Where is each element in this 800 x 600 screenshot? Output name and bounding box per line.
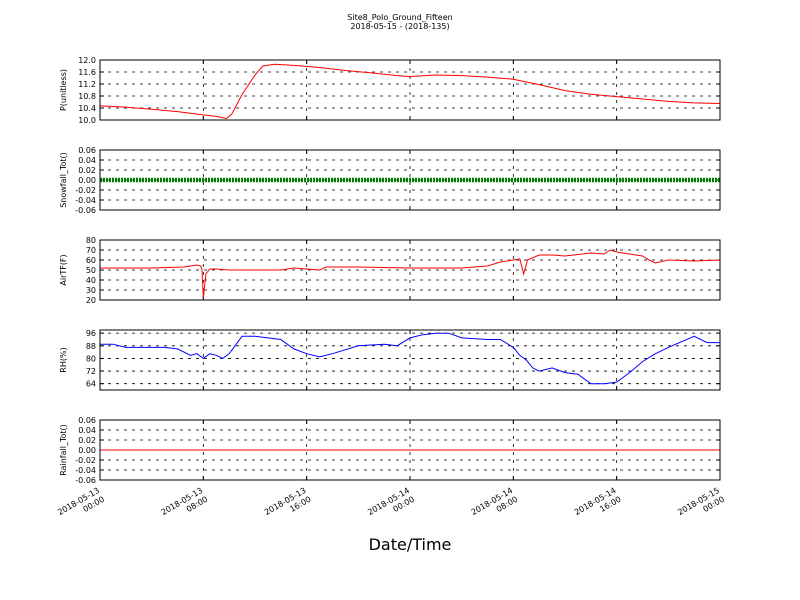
y-tick-label: -0.04 — [75, 196, 96, 205]
x-tick-label: 2018-05-1416:00 — [573, 486, 623, 526]
y-tick-label: -0.06 — [75, 476, 96, 485]
x-axis-label: Date/Time — [369, 535, 452, 554]
y-tick-label: 0.04 — [78, 156, 96, 165]
y-tick-label: 0.02 — [78, 436, 96, 445]
y-tick-label: -0.06 — [75, 206, 96, 215]
x-tick-label: 2018-05-1316:00 — [263, 486, 313, 526]
x-tick-label: 2018-05-1308:00 — [160, 486, 210, 526]
subplot-4: 64 72 80 88 96 RH(%) — [59, 329, 721, 391]
y-tick-label: 0.00 — [78, 446, 96, 455]
y-tick-label: 10.0 — [78, 116, 96, 125]
subplot-2: -0.06-0.04-0.020.000.020.040.06 Snowfall_… — [59, 146, 721, 215]
chart-subtitle: 2018-05-15 - (2018-135) — [350, 22, 449, 31]
series-line — [99, 63, 721, 120]
y-tick-label: 10.4 — [78, 104, 96, 113]
y-tick-label: 0.06 — [78, 146, 96, 155]
y-tick-label: -0.04 — [75, 466, 96, 475]
chart-title: Site8_Polo_Ground_Fifteen — [347, 13, 452, 22]
y-tick-label: 80 — [86, 236, 96, 245]
axes-frame — [99, 149, 721, 211]
y-tick-label: 11.6 — [78, 68, 96, 77]
y-tick-label: 30 — [86, 286, 96, 295]
x-tick-label: 2018-05-1408:00 — [470, 486, 520, 526]
subplot-1: 10.0 10.4 10.8 11.2 11.6 12.0 P(unitless) — [59, 56, 721, 125]
y-tick-label: 0.04 — [78, 426, 96, 435]
y-tick-label: 50 — [86, 266, 96, 275]
y-tick-label: 0.02 — [78, 166, 96, 175]
y-tick-label: -0.02 — [75, 456, 96, 465]
y-tick-label: 20 — [86, 296, 96, 305]
y-tick-label: 64 — [86, 380, 96, 389]
y-tick-label: 70 — [86, 246, 96, 255]
x-tick-label: 2018-05-1400:00 — [366, 486, 416, 526]
y-tick-label: 60 — [86, 256, 96, 265]
y-tick-label: 11.2 — [78, 80, 96, 89]
y-axis-label: P(unitless) — [59, 69, 68, 111]
y-tick-label: 72 — [86, 367, 96, 376]
y-tick-label: 0.00 — [78, 176, 96, 185]
axes-frame — [99, 239, 721, 301]
y-axis-label: Snowfall_Tot() — [59, 152, 68, 208]
y-tick-label: 40 — [86, 276, 96, 285]
y-axis-label: Rainfall_Tot() — [59, 424, 68, 476]
x-tick-labels: 2018-05-1300:00 2018-05-1308:00 2018-05-13… — [56, 486, 726, 526]
y-tick-label: 96 — [86, 329, 96, 338]
y-axis-label: RH(%) — [59, 347, 68, 372]
subplots: 10.0 10.4 10.8 11.2 11.6 12.0 P(unitless) -0.06… — [59, 56, 721, 485]
x-tick-label: 2018-05-1300:00 — [56, 486, 106, 526]
x-tick-label: 2018-05-1500:00 — [676, 486, 726, 526]
series-line — [100, 332, 720, 385]
y-tick-label: 0.06 — [78, 416, 96, 425]
series-line — [100, 249, 721, 299]
subplot-5: -0.06-0.04-0.020.000.020.040.06 Rainfall_… — [59, 416, 721, 485]
axes-frame — [99, 419, 721, 481]
y-tick-label: 12.0 — [78, 56, 96, 65]
axes-frame — [99, 59, 721, 121]
y-tick-label: 10.8 — [78, 92, 96, 101]
y-axis-label: AirTF(F) — [59, 254, 68, 285]
y-tick-label: 80 — [86, 354, 96, 363]
y-tick-label: -0.02 — [75, 186, 96, 195]
y-tick-label: 88 — [86, 342, 96, 351]
axes-frame — [99, 329, 721, 391]
